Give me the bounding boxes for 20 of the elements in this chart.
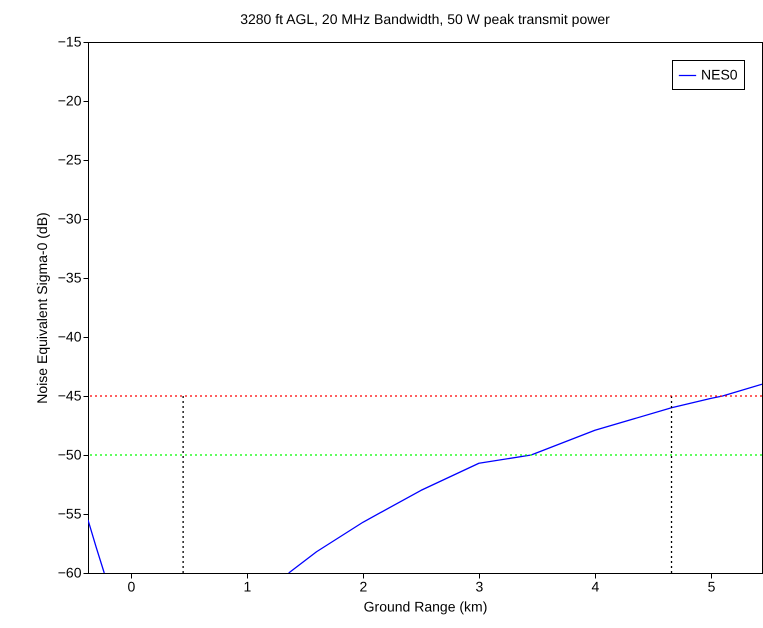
x-tick-label: 5: [708, 578, 716, 594]
y-tick-label: −50: [58, 446, 82, 462]
y-tick-label: −15: [58, 34, 82, 50]
y-tick-label: −60: [58, 564, 82, 580]
y-tick-label: −55: [58, 506, 82, 522]
y-tick-label: −20: [58, 92, 82, 108]
x-tick-label: 1: [244, 578, 252, 594]
x-tick-label: 2: [360, 578, 368, 594]
x-axis-title: Ground Range (km): [364, 598, 488, 614]
chart-title: 3280 ft AGL, 20 MHz Bandwidth, 50 W peak transmit power: [240, 11, 610, 27]
y-tick-label: −25: [58, 152, 82, 168]
y-tick-label: −45: [58, 388, 82, 404]
y-tick-label: −40: [58, 328, 82, 344]
x-tick-label: 3: [476, 578, 484, 594]
x-tick-label: 0: [128, 578, 136, 594]
y-tick-label: −35: [58, 270, 82, 286]
x-tick-label: 4: [592, 578, 600, 594]
y-axis-title: Noise Equivalent Sigma-0 (dB): [34, 212, 50, 404]
legend-label: NES0: [701, 66, 738, 82]
y-tick-label: −30: [58, 210, 82, 226]
